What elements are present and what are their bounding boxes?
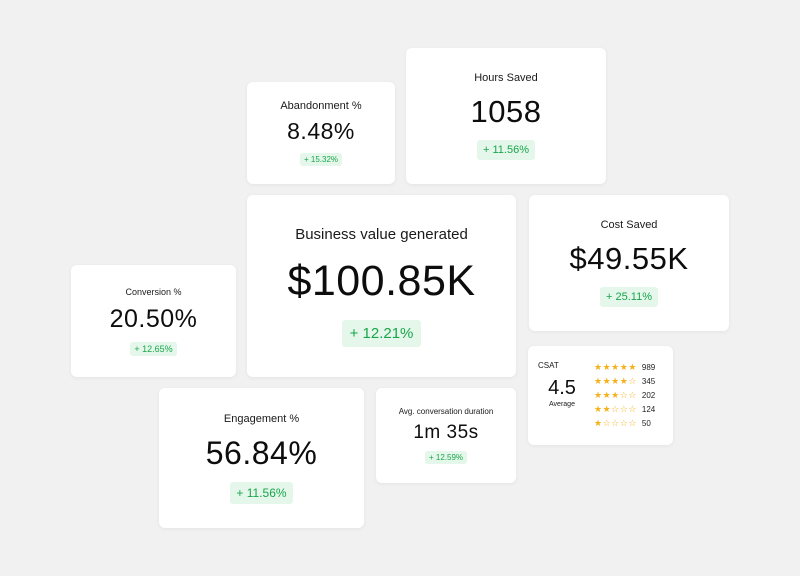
hours-saved-label: Hours Saved [474,72,538,84]
business-value-change-badge: + 12.21% [341,319,422,347]
conversion-value: 20.50% [109,304,198,333]
csat-rating-row: ★★★★☆ 345 [594,375,655,389]
conversion-label: Conversion % [125,286,182,297]
star-filled-icon: ★ [619,376,629,386]
conversion-card: Conversion % 20.50% + 12.65% [71,265,236,377]
avg-duration-label: Avg. conversation duration [398,407,494,416]
star-empty-icon: ☆ [628,404,637,414]
csat-rating-count: 50 [641,419,651,428]
star-empty-icon: ☆ [619,418,629,428]
hours-saved-value: 1058 [470,94,542,129]
star-empty-icon: ☆ [602,418,612,428]
abandonment-value: 8.48% [287,118,355,144]
star-filled-icon: ★ [628,362,637,372]
abandonment-label: Abandonment % [280,100,362,112]
star-filled-icon: ★ [602,376,612,386]
cost-saved-change-badge: + 25.11% [600,287,658,307]
star-empty-icon: ☆ [628,390,637,400]
star-empty-icon: ☆ [611,418,620,428]
star-filled-icon: ★ [594,376,603,386]
csat-rating-row: ★★★★★ 989 [594,361,655,375]
star-filled-icon: ★ [611,376,620,386]
cost-saved-card: Cost Saved $49.55K + 25.11% [529,195,729,331]
star-filled-icon: ★ [619,362,629,372]
engagement-card: Engagement % 56.84% + 11.56% [159,388,364,528]
csat-score-label: Average [549,400,575,408]
csat-rating-row: ★★★☆☆ 202 [594,389,655,403]
csat-summary: CSAT 4.5 Average [538,361,586,431]
csat-rating-count: 202 [641,391,656,400]
star-rating-icon: ★★☆☆☆ [594,405,637,414]
business-value-card: Business value generated $100.85K + 12.2… [247,195,516,377]
star-empty-icon: ☆ [628,418,637,428]
star-rating-icon: ★★★☆☆ [594,391,637,400]
csat-rating-list: ★★★★★ 989 ★★★★☆ 345 ★★★☆☆ 202 ★★☆☆☆ 124 … [594,361,655,431]
csat-rating-row: ★☆☆☆☆ 50 [594,417,655,431]
csat-rating-count: 345 [641,377,656,386]
star-rating-icon: ★★★★☆ [594,377,637,386]
conversion-change-badge: + 12.65% [130,341,177,356]
engagement-value: 56.84% [205,434,318,471]
star-filled-icon: ★ [594,390,603,400]
star-empty-icon: ☆ [628,376,637,386]
abandonment-card: Abandonment % 8.48% + 15.32% [247,82,395,184]
csat-score: 4.5 [548,376,576,399]
hours-saved-change-badge: + 11.56% [477,140,535,160]
star-filled-icon: ★ [594,362,603,372]
star-rating-icon: ★☆☆☆☆ [594,419,637,428]
star-rating-icon: ★★★★★ [594,363,637,372]
csat-title: CSAT [538,360,559,370]
avg-duration-change-badge: + 12.59% [424,451,468,464]
star-empty-icon: ☆ [619,404,629,414]
cost-saved-label: Cost Saved [600,219,658,231]
star-filled-icon: ★ [611,362,620,372]
csat-rating-count: 989 [641,363,656,372]
cost-saved-value: $49.55K [569,241,689,276]
engagement-label: Engagement % [223,412,300,425]
csat-card: CSAT 4.5 Average ★★★★★ 989 ★★★★☆ 345 ★★★… [528,346,673,445]
star-empty-icon: ☆ [619,390,629,400]
business-value-label: Business value generated [295,225,468,243]
star-filled-icon: ★ [602,390,612,400]
engagement-change-badge: + 11.56% [230,481,293,504]
star-empty-icon: ☆ [611,404,620,414]
star-filled-icon: ★ [602,404,612,414]
csat-rating-row: ★★☆☆☆ 124 [594,403,655,417]
hours-saved-card: Hours Saved 1058 + 11.56% [406,48,606,184]
avg-duration-value: 1m 35s [413,422,479,443]
star-filled-icon: ★ [594,418,603,428]
abandonment-change-badge: + 15.32% [299,153,343,166]
business-value-value: $100.85K [287,256,476,305]
star-filled-icon: ★ [594,404,603,414]
avg-duration-card: Avg. conversation duration 1m 35s + 12.5… [376,388,516,483]
csat-rating-count: 124 [641,405,656,414]
star-filled-icon: ★ [611,390,620,400]
star-filled-icon: ★ [602,362,612,372]
